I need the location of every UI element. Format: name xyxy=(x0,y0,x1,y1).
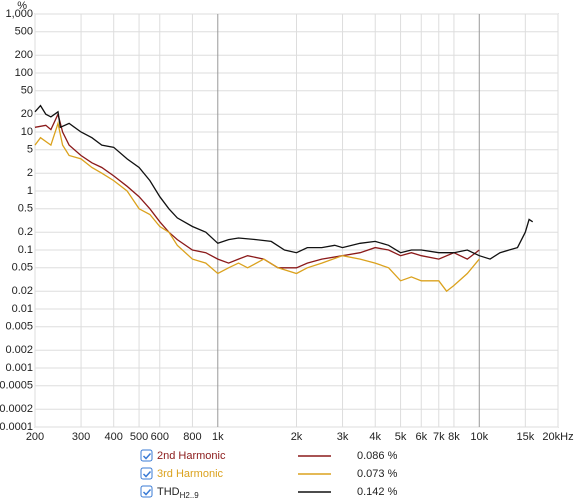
data-line xyxy=(34,112,480,269)
checkmark xyxy=(142,452,152,460)
legend-value: 0.073 % xyxy=(357,468,398,480)
x-tick-label: 300 xyxy=(72,431,90,443)
x-tick-label: 20kHz xyxy=(542,431,573,443)
legend-name: 2nd Harmonic xyxy=(157,450,226,462)
legend-value: 0.142 % xyxy=(357,486,398,498)
y-tick-label: 1,000 xyxy=(5,8,33,20)
x-tick-label: 500 xyxy=(130,431,148,443)
x-tick-label: 800 xyxy=(183,431,201,443)
y-tick-label: 0.0001 xyxy=(0,421,33,433)
x-tick-label: 200 xyxy=(26,431,44,443)
x-tick-label: 4k xyxy=(369,431,381,443)
x-tick-label: 400 xyxy=(105,431,123,443)
legend-label: 2nd Harmonic xyxy=(157,450,226,462)
y-tick-label: 0.5 xyxy=(18,203,33,215)
checkbox xyxy=(140,467,153,480)
legend-entry: 2nd Harmonic 0.086 % xyxy=(140,449,398,462)
data-line xyxy=(34,104,534,260)
legend-entry: THDH2..9 0.142 % xyxy=(140,485,398,500)
y-tick-label: 0.0005 xyxy=(0,380,33,392)
checkmark xyxy=(142,488,152,496)
x-tick-label: 8k xyxy=(448,431,460,443)
x-tick-label: 15k xyxy=(516,431,534,443)
data-line xyxy=(34,120,480,293)
y-tick-label: 10 xyxy=(21,126,33,138)
x-tick-label: 600 xyxy=(151,431,169,443)
x-tick-label: 7k xyxy=(433,431,445,443)
y-tick-label: 0.02 xyxy=(12,285,33,297)
checkbox xyxy=(140,485,153,498)
y-tick-label: 100 xyxy=(15,67,33,79)
y-tick-label: 0.0002 xyxy=(0,403,33,415)
y-tick-label: 50 xyxy=(21,85,33,97)
checkmark xyxy=(142,470,152,478)
legend-entry: 3rd Harmonic 0.073 % xyxy=(140,467,398,480)
x-tick-label: 3k xyxy=(337,431,349,443)
y-tick-label: 0.001 xyxy=(5,362,33,374)
y-tick-label: 0.002 xyxy=(5,344,33,356)
x-tick-label: 5k xyxy=(395,431,407,443)
y-tick-label: 0.01 xyxy=(12,303,33,315)
y-tick-label: 2 xyxy=(27,167,33,179)
legend-name: THD xyxy=(157,486,180,498)
x-tick-label: 2k xyxy=(291,431,303,443)
y-tick-label: 1 xyxy=(27,185,33,197)
y-tick-label: 20 xyxy=(21,108,33,120)
y-tick-label: 0.2 xyxy=(18,226,33,238)
y-tick-label: 0.1 xyxy=(18,244,33,256)
checkbox xyxy=(140,449,153,462)
legend-value: 0.086 % xyxy=(357,450,398,462)
legend-name: 3rd Harmonic xyxy=(157,468,224,480)
legend-subscript: H2..9 xyxy=(180,491,200,500)
legend-label: THDH2..9 xyxy=(157,486,199,500)
legend-label: 3rd Harmonic xyxy=(157,468,224,480)
y-tick-label: 500 xyxy=(15,26,33,38)
y-tick-label: 5 xyxy=(27,144,33,156)
x-tick-label: 1k xyxy=(212,431,224,443)
x-tick-label: 10k xyxy=(470,431,488,443)
y-tick-label: 200 xyxy=(15,49,33,61)
y-tick-label: 0.005 xyxy=(5,321,33,333)
y-axis-label: % xyxy=(17,0,27,12)
x-tick-label: 6k xyxy=(415,431,427,443)
y-tick-label: 0.05 xyxy=(12,262,33,274)
